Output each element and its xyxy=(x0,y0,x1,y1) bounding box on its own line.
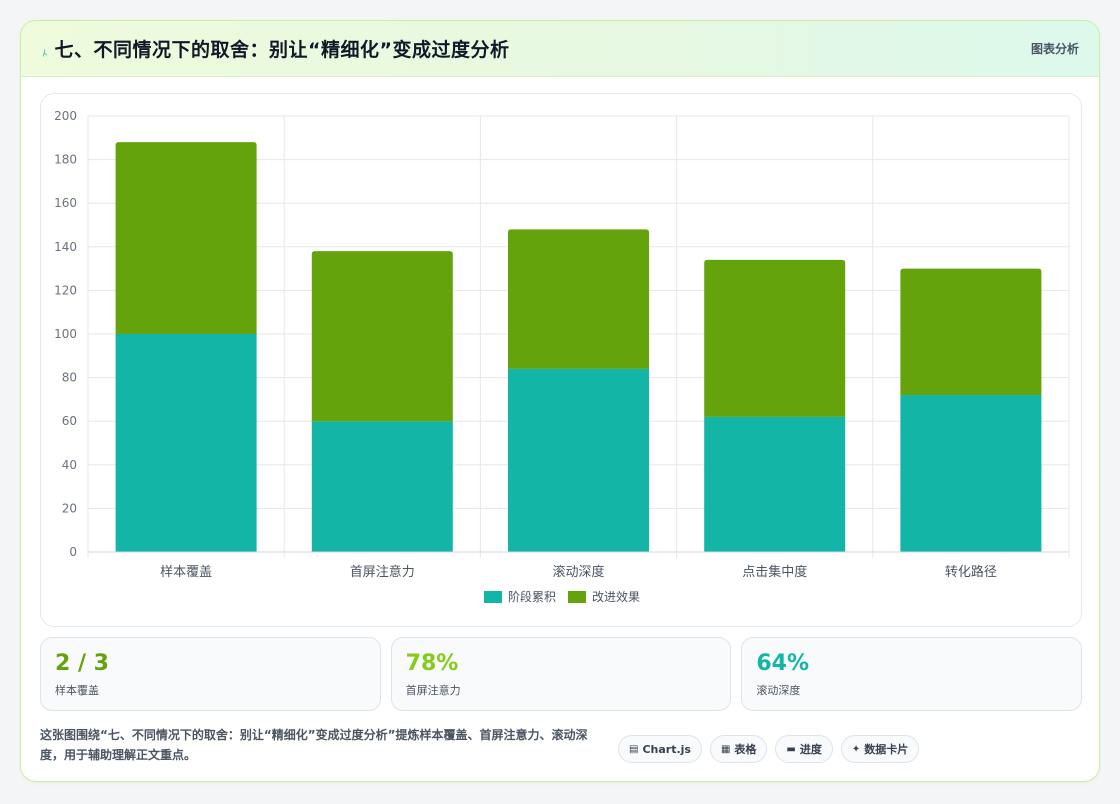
y-tick-label: 0 xyxy=(69,545,77,559)
stat-label: 滚动深度 xyxy=(756,684,801,697)
bar-segment xyxy=(900,395,1042,552)
y-tick-label: 60 xyxy=(62,414,77,428)
chip-label: Chart.js xyxy=(642,742,691,756)
x-tick-label: 点击集中度 xyxy=(742,564,807,580)
footer: 这张图围绕“七、不同情况下的取舍：别让“精细化”变成过度分析”提炼样本覆盖、首屏… xyxy=(40,725,1082,769)
legend-swatch xyxy=(568,591,586,603)
card-header: ⁁ 七、不同情况下的取舍：别让“精细化”变成过度分析 图表分析 xyxy=(21,21,1099,77)
lightning-icon: ⁁ xyxy=(38,40,48,57)
bar-segment xyxy=(115,142,257,334)
stat-value: 2 / 3 xyxy=(55,651,109,676)
bar-segment xyxy=(704,259,846,417)
bar-segment xyxy=(311,421,453,552)
chart-icon: ▤ xyxy=(629,743,639,755)
progress-icon: ▬ xyxy=(786,743,796,755)
page-title: 七、不同情况下的取舍：别让“精细化”变成过度分析 xyxy=(54,39,510,61)
y-tick-label: 20 xyxy=(62,501,77,515)
y-tick-label: 40 xyxy=(62,458,77,472)
legend-label: 阶段累积 xyxy=(508,589,556,604)
stat-label: 样本覆盖 xyxy=(55,684,99,697)
stats-row: 2 / 3 样本覆盖 78% 首屏注意力 64% 滚动深度 xyxy=(40,637,1083,711)
chip-data-card[interactable]: ✦ 数据卡片 xyxy=(840,735,920,763)
y-tick-label: 80 xyxy=(62,371,77,385)
chart-description: 这张图围绕“七、不同情况下的取舍：别让“精细化”变成过度分析”提炼样本覆盖、首屏… xyxy=(40,728,588,762)
chart-analysis-tag: 图表分析 xyxy=(1030,42,1079,56)
x-tick-label: 样本覆盖 xyxy=(160,565,212,580)
chip-label: 数据卡片 xyxy=(864,743,909,756)
stacked-bar-chart: 0 20 40 60 80 100 120 140 160 180 200 样本覆盖 首屏注意力 滚动深度… xyxy=(54,109,1070,604)
chip-list: ▤ Chart.js ▦ 表格 ▬ 进度 ✦ 数据卡片 xyxy=(618,735,920,763)
y-tick-label: 100 xyxy=(54,327,77,341)
chip-label: 进度 xyxy=(799,743,822,756)
y-tick-label: 180 xyxy=(54,153,77,167)
y-tick-label: 140 xyxy=(54,240,77,254)
legend-label: 改进效果 xyxy=(592,589,640,604)
stat-label: 首屏注意力 xyxy=(405,684,461,697)
stat-card: 2 / 3 样本覆盖 xyxy=(40,637,381,711)
chart-card: ⁁ 七、不同情况下的取舍：别让“精细化”变成过度分析 图表分析 0 20 40 60 8… xyxy=(20,20,1100,782)
stat-value: 78% xyxy=(405,651,459,676)
card-icon: ✦ xyxy=(851,743,861,755)
y-tick-label: 200 xyxy=(54,109,77,123)
chip-label: 表格 xyxy=(734,743,757,756)
y-tick-label: 120 xyxy=(54,283,77,297)
x-tick-label: 首屏注意力 xyxy=(350,564,415,580)
legend-swatch xyxy=(484,591,502,603)
bar-segment xyxy=(115,334,257,552)
chip-chartjs[interactable]: ▤ Chart.js xyxy=(618,735,702,763)
y-tick-label: 160 xyxy=(54,196,77,210)
stat-card: 64% 滚动深度 xyxy=(741,637,1083,711)
stat-value: 64% xyxy=(756,651,810,676)
chip-progress[interactable]: ▬ 进度 xyxy=(775,735,833,763)
x-tick-label: 转化路径 xyxy=(945,564,997,580)
bar-segment xyxy=(311,251,453,422)
chip-table[interactable]: ▦ 表格 xyxy=(709,735,768,763)
table-icon: ▦ xyxy=(720,743,731,755)
bar-segment xyxy=(508,368,649,552)
chart-container: 0 20 40 60 80 100 120 140 160 180 200 样本覆盖 首屏注意力 滚动深度… xyxy=(40,93,1082,627)
bar-segment xyxy=(704,416,846,552)
bar-segment xyxy=(900,268,1042,396)
stat-card: 78% 首屏注意力 xyxy=(390,637,732,711)
bar-segment xyxy=(508,229,649,369)
x-tick-label: 滚动深度 xyxy=(552,564,604,580)
